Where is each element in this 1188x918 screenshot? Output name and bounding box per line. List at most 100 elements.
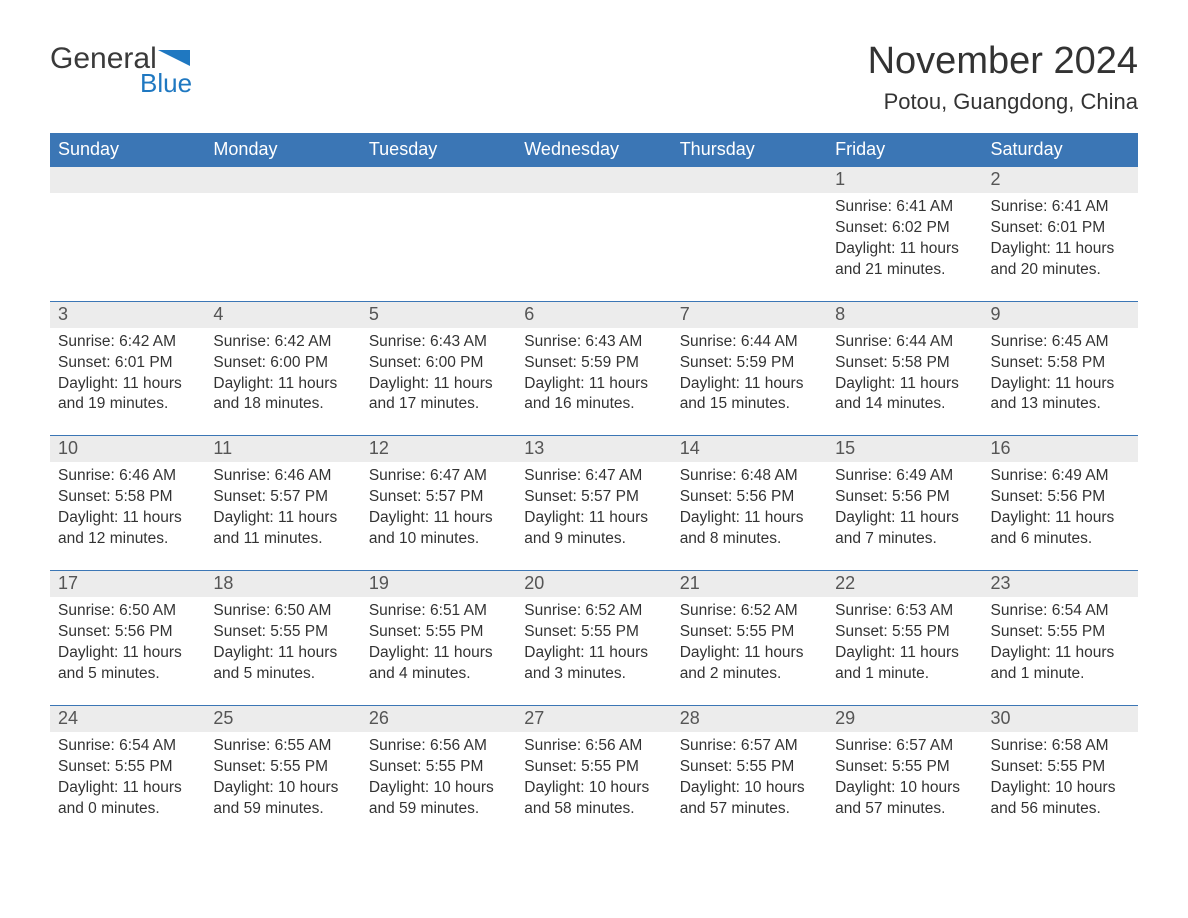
day-body-cell: Sunrise: 6:52 AMSunset: 5:55 PMDaylight:… bbox=[672, 597, 827, 705]
day-body bbox=[50, 193, 205, 293]
sunset-text: Sunset: 5:55 PM bbox=[58, 757, 197, 778]
day-number: 3 bbox=[50, 302, 205, 328]
day-number-cell: 1 bbox=[827, 167, 982, 194]
day-body-cell: Sunrise: 6:41 AMSunset: 6:01 PMDaylight:… bbox=[983, 193, 1138, 301]
logo-icon: General Blue bbox=[50, 40, 210, 100]
day-body-cell: Sunrise: 6:56 AMSunset: 5:55 PMDaylight:… bbox=[361, 732, 516, 840]
sunset-text: Sunset: 5:55 PM bbox=[991, 757, 1130, 778]
day-number-cell: 10 bbox=[50, 436, 205, 463]
day-body-cell: Sunrise: 6:57 AMSunset: 5:55 PMDaylight:… bbox=[827, 732, 982, 840]
day-body-cell: Sunrise: 6:41 AMSunset: 6:02 PMDaylight:… bbox=[827, 193, 982, 301]
day-number-cell: 3 bbox=[50, 301, 205, 328]
day-body-cell: Sunrise: 6:42 AMSunset: 6:01 PMDaylight:… bbox=[50, 328, 205, 436]
sunrise-text: Sunrise: 6:45 AM bbox=[991, 332, 1130, 353]
day-body-cell: Sunrise: 6:50 AMSunset: 5:55 PMDaylight:… bbox=[205, 597, 360, 705]
day-number-cell bbox=[361, 167, 516, 194]
day-number: 5 bbox=[361, 302, 516, 328]
day-number-cell: 27 bbox=[516, 705, 671, 732]
day-body-cell: Sunrise: 6:44 AMSunset: 5:58 PMDaylight:… bbox=[827, 328, 982, 436]
dow-header: Thursday bbox=[672, 133, 827, 167]
week-daynum-row: 17181920212223 bbox=[50, 571, 1138, 598]
day-body-cell: Sunrise: 6:56 AMSunset: 5:55 PMDaylight:… bbox=[516, 732, 671, 840]
sunrise-text: Sunrise: 6:41 AM bbox=[835, 197, 974, 218]
daylight-text: Daylight: 11 hours and 1 minute. bbox=[835, 643, 974, 685]
day-body: Sunrise: 6:55 AMSunset: 5:55 PMDaylight:… bbox=[205, 732, 360, 840]
day-body-cell bbox=[672, 193, 827, 301]
day-number bbox=[361, 167, 516, 193]
sunset-text: Sunset: 6:00 PM bbox=[369, 353, 508, 374]
day-body: Sunrise: 6:41 AMSunset: 6:02 PMDaylight:… bbox=[827, 193, 982, 301]
sunset-text: Sunset: 5:58 PM bbox=[58, 487, 197, 508]
day-number: 14 bbox=[672, 436, 827, 462]
day-number-cell: 28 bbox=[672, 705, 827, 732]
sunrise-text: Sunrise: 6:50 AM bbox=[213, 601, 352, 622]
daylight-text: Daylight: 11 hours and 13 minutes. bbox=[991, 374, 1130, 416]
day-body-cell: Sunrise: 6:46 AMSunset: 5:57 PMDaylight:… bbox=[205, 462, 360, 570]
daylight-text: Daylight: 10 hours and 57 minutes. bbox=[835, 778, 974, 820]
daylight-text: Daylight: 11 hours and 18 minutes. bbox=[213, 374, 352, 416]
day-body-cell bbox=[516, 193, 671, 301]
sunrise-text: Sunrise: 6:58 AM bbox=[991, 736, 1130, 757]
sunrise-text: Sunrise: 6:48 AM bbox=[680, 466, 819, 487]
day-number: 15 bbox=[827, 436, 982, 462]
day-number-cell bbox=[516, 167, 671, 194]
sunset-text: Sunset: 5:55 PM bbox=[991, 622, 1130, 643]
sunset-text: Sunset: 6:00 PM bbox=[213, 353, 352, 374]
week-body-row: Sunrise: 6:41 AMSunset: 6:02 PMDaylight:… bbox=[50, 193, 1138, 301]
day-body: Sunrise: 6:47 AMSunset: 5:57 PMDaylight:… bbox=[516, 462, 671, 570]
day-number: 21 bbox=[672, 571, 827, 597]
sunset-text: Sunset: 5:55 PM bbox=[524, 622, 663, 643]
daylight-text: Daylight: 11 hours and 14 minutes. bbox=[835, 374, 974, 416]
day-number: 30 bbox=[983, 706, 1138, 732]
daylight-text: Daylight: 11 hours and 2 minutes. bbox=[680, 643, 819, 685]
day-number-cell: 5 bbox=[361, 301, 516, 328]
day-number: 23 bbox=[983, 571, 1138, 597]
sunrise-text: Sunrise: 6:52 AM bbox=[680, 601, 819, 622]
day-number: 8 bbox=[827, 302, 982, 328]
dow-header: Tuesday bbox=[361, 133, 516, 167]
day-number-cell: 12 bbox=[361, 436, 516, 463]
day-number-cell: 19 bbox=[361, 571, 516, 598]
sunrise-text: Sunrise: 6:44 AM bbox=[835, 332, 974, 353]
day-number: 7 bbox=[672, 302, 827, 328]
sunrise-text: Sunrise: 6:51 AM bbox=[369, 601, 508, 622]
week-daynum-row: 10111213141516 bbox=[50, 436, 1138, 463]
day-body-cell: Sunrise: 6:50 AMSunset: 5:56 PMDaylight:… bbox=[50, 597, 205, 705]
day-body: Sunrise: 6:43 AMSunset: 6:00 PMDaylight:… bbox=[361, 328, 516, 436]
daylight-text: Daylight: 10 hours and 57 minutes. bbox=[680, 778, 819, 820]
day-body: Sunrise: 6:42 AMSunset: 6:00 PMDaylight:… bbox=[205, 328, 360, 436]
sunrise-text: Sunrise: 6:41 AM bbox=[991, 197, 1130, 218]
sunrise-text: Sunrise: 6:53 AM bbox=[835, 601, 974, 622]
sunrise-text: Sunrise: 6:57 AM bbox=[680, 736, 819, 757]
day-body: Sunrise: 6:46 AMSunset: 5:57 PMDaylight:… bbox=[205, 462, 360, 570]
day-body-cell bbox=[205, 193, 360, 301]
daylight-text: Daylight: 10 hours and 59 minutes. bbox=[213, 778, 352, 820]
week-daynum-row: 24252627282930 bbox=[50, 705, 1138, 732]
sunrise-text: Sunrise: 6:57 AM bbox=[835, 736, 974, 757]
day-number-cell: 23 bbox=[983, 571, 1138, 598]
daylight-text: Daylight: 11 hours and 8 minutes. bbox=[680, 508, 819, 550]
day-number: 28 bbox=[672, 706, 827, 732]
day-number-cell: 24 bbox=[50, 705, 205, 732]
day-body bbox=[516, 193, 671, 293]
day-body-cell: Sunrise: 6:48 AMSunset: 5:56 PMDaylight:… bbox=[672, 462, 827, 570]
daylight-text: Daylight: 11 hours and 5 minutes. bbox=[58, 643, 197, 685]
sunset-text: Sunset: 6:02 PM bbox=[835, 218, 974, 239]
day-body-cell bbox=[50, 193, 205, 301]
week-daynum-row: 12 bbox=[50, 167, 1138, 194]
sunset-text: Sunset: 5:56 PM bbox=[991, 487, 1130, 508]
sunset-text: Sunset: 5:55 PM bbox=[213, 622, 352, 643]
day-number: 2 bbox=[983, 167, 1138, 193]
day-body bbox=[361, 193, 516, 293]
week-daynum-row: 3456789 bbox=[50, 301, 1138, 328]
page-header: General Blue November 2024 Potou, Guangd… bbox=[50, 40, 1138, 115]
sunset-text: Sunset: 5:56 PM bbox=[835, 487, 974, 508]
day-body: Sunrise: 6:44 AMSunset: 5:58 PMDaylight:… bbox=[827, 328, 982, 436]
daylight-text: Daylight: 11 hours and 20 minutes. bbox=[991, 239, 1130, 281]
daylight-text: Daylight: 11 hours and 15 minutes. bbox=[680, 374, 819, 416]
daylight-text: Daylight: 11 hours and 7 minutes. bbox=[835, 508, 974, 550]
sunrise-text: Sunrise: 6:54 AM bbox=[58, 736, 197, 757]
day-body: Sunrise: 6:52 AMSunset: 5:55 PMDaylight:… bbox=[516, 597, 671, 705]
sunset-text: Sunset: 5:55 PM bbox=[680, 622, 819, 643]
day-number-cell: 21 bbox=[672, 571, 827, 598]
